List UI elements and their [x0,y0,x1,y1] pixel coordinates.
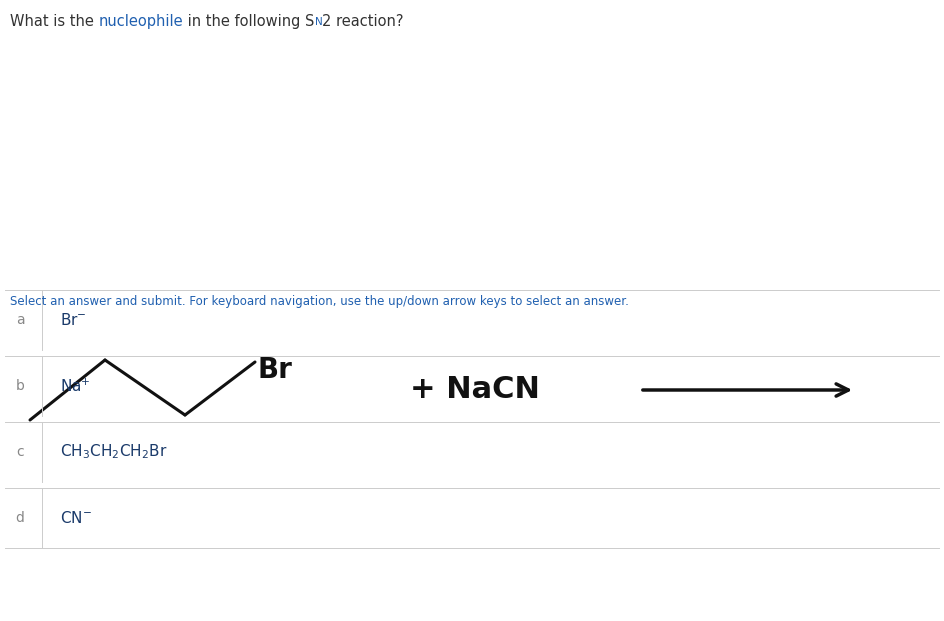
Text: N: N [314,17,322,27]
Text: Br$^{-}$: Br$^{-}$ [60,312,87,328]
Text: Select an answer and submit. For keyboard navigation, use the up/down arrow keys: Select an answer and submit. For keyboar… [10,295,629,308]
Text: + NaCN: + NaCN [410,376,540,404]
Text: b: b [15,379,25,393]
Text: CH$_{3}$CH$_{2}$CH$_{2}$Br: CH$_{3}$CH$_{2}$CH$_{2}$Br [60,443,167,461]
Text: d: d [15,511,25,525]
Text: in the following: in the following [183,14,305,29]
Text: a: a [16,313,25,327]
Text: c: c [16,445,24,459]
Text: nucleophile: nucleophile [98,14,183,29]
Text: What is the: What is the [10,14,98,29]
Text: Na$^{+}$: Na$^{+}$ [60,378,91,395]
Text: Br: Br [258,356,293,384]
Text: S: S [305,14,314,29]
Text: 2 reaction?: 2 reaction? [322,14,404,29]
Text: CN$^{-}$: CN$^{-}$ [60,510,92,526]
